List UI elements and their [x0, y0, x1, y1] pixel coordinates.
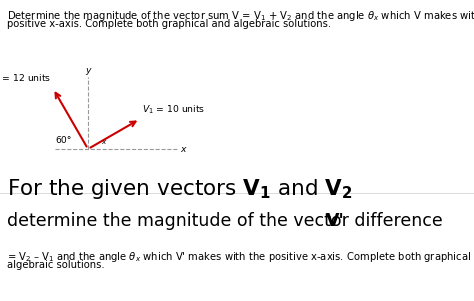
Text: $V_2$ = 12 units: $V_2$ = 12 units: [0, 73, 51, 85]
Text: $V_1$ = 10 units: $V_1$ = 10 units: [142, 104, 205, 116]
Text: y: y: [85, 66, 91, 75]
Text: V': V': [326, 212, 344, 230]
Text: For the given vectors $\mathbf{V_1}$ and $\mathbf{V_2}$: For the given vectors $\mathbf{V_1}$ and…: [7, 177, 353, 201]
Text: Determine the magnitude of the vector sum V = V$_1$ + V$_2$ and the angle $\thet: Determine the magnitude of the vector su…: [7, 9, 474, 23]
Text: algebraic solutions.: algebraic solutions.: [7, 260, 105, 270]
Text: positive x-axis. Complete both graphical and algebraic solutions.: positive x-axis. Complete both graphical…: [7, 19, 331, 29]
Text: = V$_2$ – V$_1$ and the angle $\theta_x$ which V' makes with the positive x-axis: = V$_2$ – V$_1$ and the angle $\theta_x$…: [7, 250, 474, 264]
Text: x: x: [180, 144, 185, 154]
Text: determine the magnitude of the vector difference: determine the magnitude of the vector di…: [7, 212, 448, 230]
Text: x: x: [101, 139, 105, 145]
Text: 60°: 60°: [55, 136, 72, 145]
